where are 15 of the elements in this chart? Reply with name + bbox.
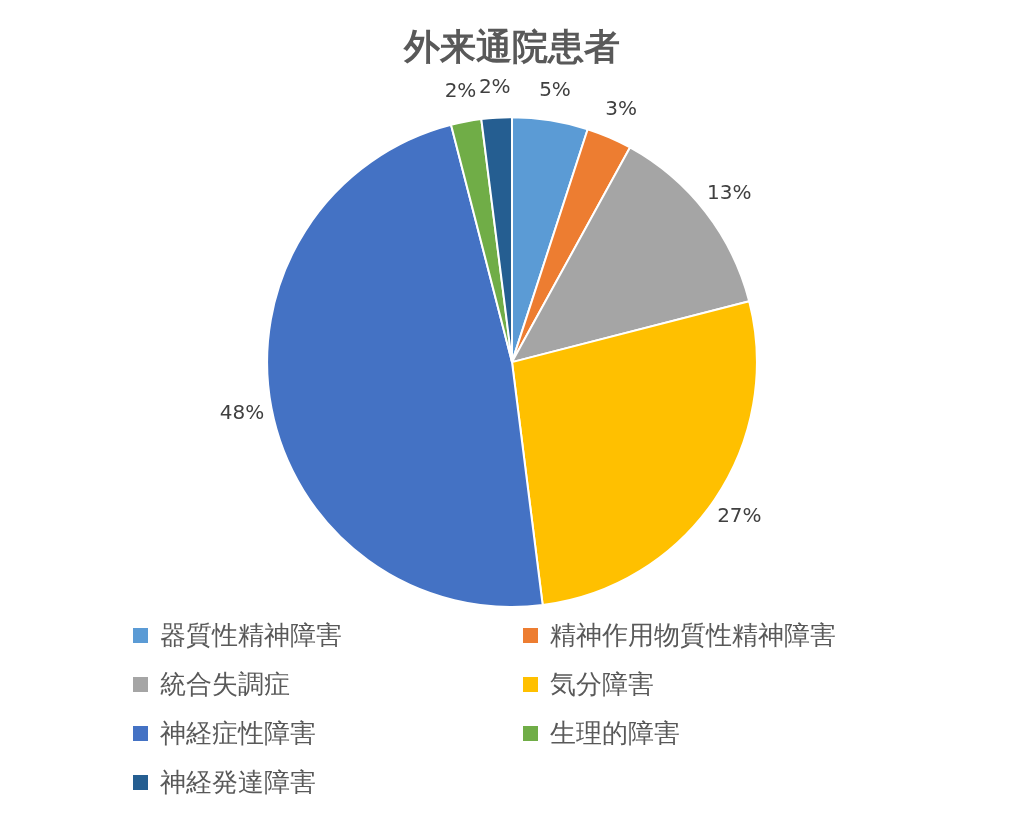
chart-title: 外来通院患者 (403, 25, 620, 67)
legend-label: 神経症性障害 (160, 717, 316, 750)
legend-label: 気分障害 (550, 668, 654, 701)
data-label: 27% (717, 502, 762, 527)
data-label: 3% (605, 96, 638, 121)
data-label: 2% (478, 73, 511, 98)
data-label: 2% (444, 78, 477, 103)
data-label: 48% (219, 399, 265, 424)
legend-label: 統合失調症 (160, 668, 290, 701)
legend-label: 精神作用物質性精神障害 (550, 619, 836, 652)
legend-label: 生理的障害 (550, 717, 680, 750)
legend-label: 神経発達障害 (160, 766, 316, 799)
data-label: 5% (539, 76, 571, 101)
data-label: 13% (706, 179, 752, 204)
legend-label: 器質性精神障害 (160, 619, 342, 652)
